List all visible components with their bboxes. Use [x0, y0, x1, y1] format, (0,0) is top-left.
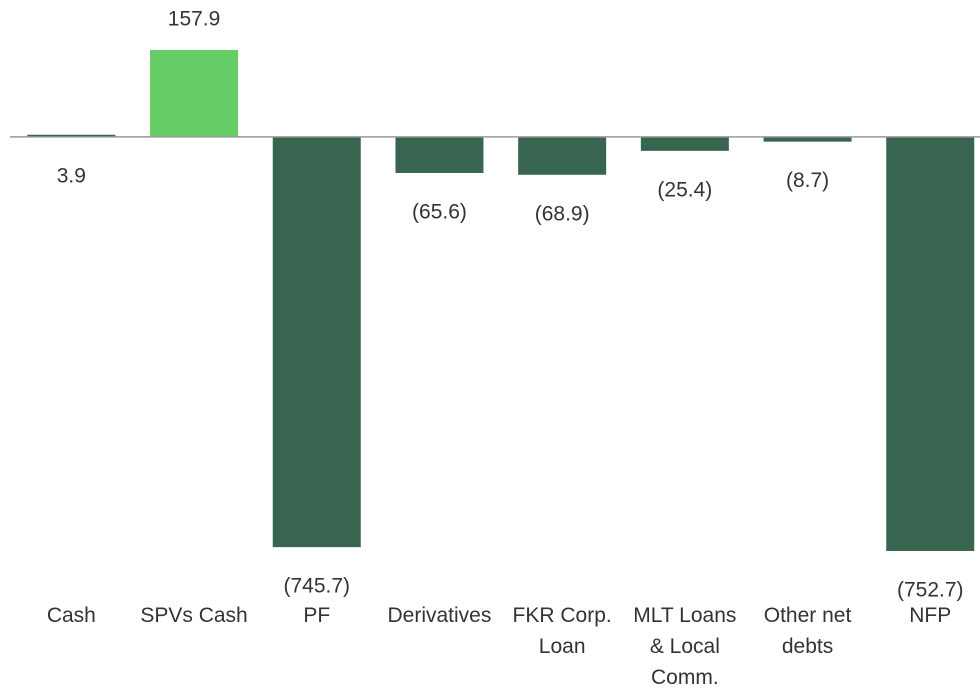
bar [763, 136, 852, 142]
x-tick-label: SPVs Cash [140, 604, 248, 627]
x-tick-label: NFP [909, 604, 952, 627]
value-label: (65.6) [412, 201, 467, 224]
bar [518, 136, 607, 175]
x-tick-label: PF [303, 604, 331, 627]
bar [27, 134, 116, 137]
value-label: (752.7) [897, 579, 964, 602]
value-label: (68.9) [535, 202, 590, 225]
bar [150, 50, 239, 137]
x-tick-label: MLT Loans & Local Comm. [633, 604, 737, 689]
x-tick-label: Other net debts [763, 604, 852, 658]
value-label: 3.9 [57, 164, 86, 187]
value-label: (8.7) [786, 169, 829, 192]
value-label: 157.9 [168, 8, 221, 31]
x-tick-label: Derivatives [387, 604, 492, 627]
bar [640, 136, 729, 151]
bar [886, 136, 975, 551]
x-tick-label: Cash [46, 604, 96, 627]
bar [272, 136, 361, 548]
x-tick-label: FKR Corp. Loan [512, 604, 612, 658]
value-label: (25.4) [657, 178, 712, 201]
bar [395, 136, 484, 173]
value-label: (745.7) [283, 575, 350, 598]
